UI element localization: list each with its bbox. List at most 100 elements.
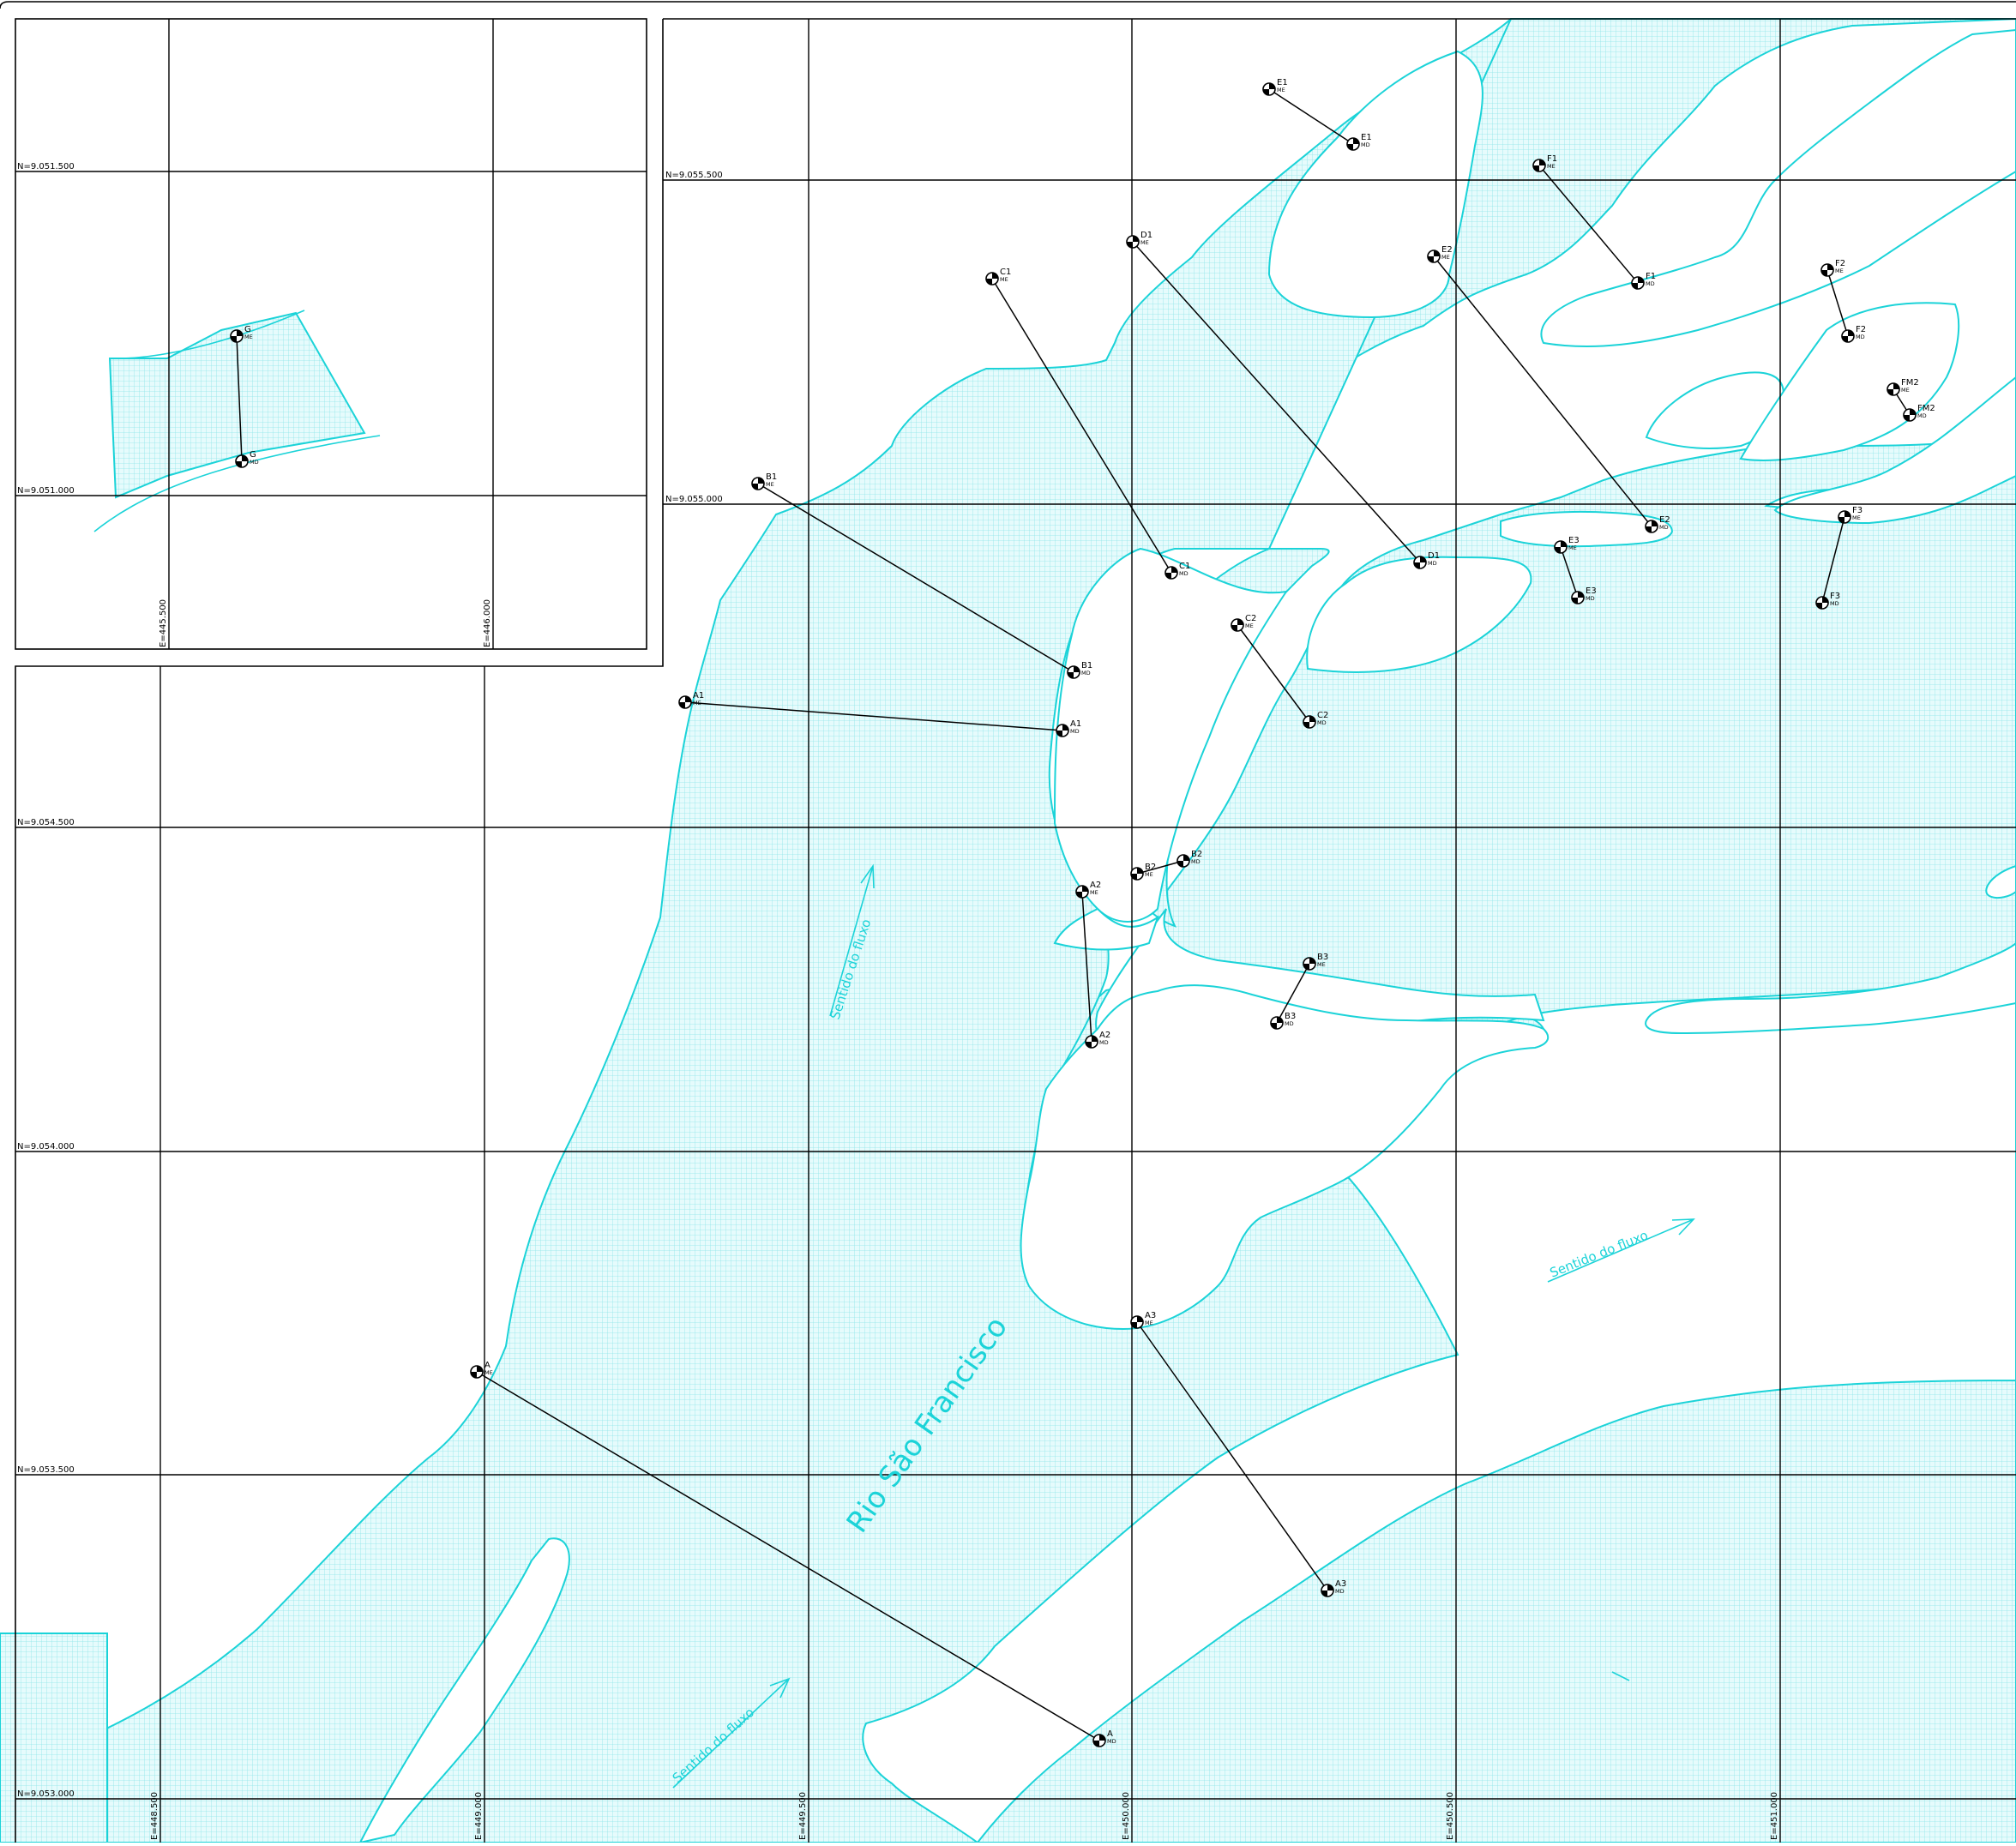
- marker-label: B2: [1191, 850, 1202, 859]
- marker-label: F3: [1852, 506, 1863, 515]
- benchmark-quadrant: [1062, 725, 1068, 731]
- section-line-c1: [991, 278, 1172, 574]
- benchmark-quadrant: [1844, 511, 1851, 517]
- marker-label: B1: [766, 472, 777, 482]
- benchmark-quadrant: [1821, 270, 1827, 276]
- section-line-b2: [1136, 860, 1184, 875]
- benchmark-quadrant: [1887, 389, 1893, 395]
- marker-side: MD: [1646, 280, 1655, 287]
- marker-side: ME: [1140, 239, 1149, 246]
- benchmark-quadrant: [1539, 159, 1545, 165]
- island-1: [1267, 50, 1483, 319]
- benchmark-quadrant: [1056, 731, 1062, 737]
- island-13: [1985, 864, 2016, 899]
- marker-side: ME: [1090, 889, 1098, 896]
- section-line-a2: [1081, 891, 1092, 1043]
- marker-label: G: [244, 325, 251, 334]
- marker-side: MD: [1335, 1588, 1345, 1595]
- island-12: [1645, 941, 2016, 1035]
- inset-northing-label: N=9.051.500: [17, 162, 75, 171]
- marker-label: F1: [1646, 272, 1656, 281]
- marker-side: ME: [1852, 514, 1861, 521]
- benchmark-quadrant: [1137, 868, 1143, 874]
- benchmark-quadrant: [1068, 672, 1074, 678]
- inset-frame: [15, 18, 647, 650]
- benchmark-quadrant: [1428, 256, 1434, 262]
- marker-label: C2: [1245, 614, 1256, 623]
- benchmark-quadrant: [1904, 415, 1910, 421]
- benchmark-quadrant: [1638, 277, 1644, 283]
- benchmark-quadrant: [992, 273, 998, 279]
- marker-label: E3: [1568, 536, 1580, 545]
- benchmark-quadrant: [1237, 619, 1243, 625]
- island-14: [358, 1537, 570, 1844]
- benchmark-quadrant: [1271, 1023, 1277, 1029]
- benchmark-quadrant: [1263, 89, 1269, 95]
- marker-label: A1: [1070, 719, 1081, 729]
- marker-side: ME: [1568, 544, 1577, 551]
- marker-side: ME: [693, 700, 701, 707]
- marker-label: E1: [1277, 78, 1288, 87]
- marker-label: G: [250, 450, 256, 460]
- benchmark-quadrant: [758, 478, 764, 484]
- easting-label: E=448.500: [150, 1792, 159, 1840]
- benchmark-quadrant: [1434, 250, 1440, 256]
- marker-side: MD: [1317, 719, 1327, 726]
- marker-label: E2: [1441, 245, 1453, 255]
- section-line-e2: [1433, 256, 1652, 527]
- inset-bank-left: [109, 310, 305, 359]
- benchmark-quadrant: [1347, 144, 1353, 150]
- section-line-a1: [684, 701, 1063, 731]
- northing-label: N=9.054.000: [17, 1142, 75, 1151]
- island-4: [1739, 302, 1960, 461]
- marker-side: MD: [1081, 670, 1091, 676]
- benchmark-quadrant: [1893, 383, 1899, 389]
- benchmark-quadrant: [231, 336, 237, 342]
- flow-arrow: [1547, 1218, 1694, 1283]
- benchmark-quadrant: [1303, 964, 1309, 970]
- island-2: [1540, 28, 2016, 348]
- marker-side: MD: [1285, 1020, 1294, 1027]
- benchmark-quadrant: [1572, 598, 1578, 604]
- benchmark-quadrant: [1555, 547, 1561, 553]
- sheet-border: [0, 1, 2016, 9]
- benchmark-quadrant: [477, 1366, 483, 1372]
- marker-side: MD: [1070, 728, 1080, 735]
- flow-label: Sentido do fluxo: [1548, 1227, 1651, 1280]
- benchmark-quadrant: [1561, 541, 1567, 547]
- benchmark-quadrant: [1127, 242, 1133, 248]
- marker-label: FM2: [1901, 378, 1919, 388]
- benchmark-quadrant: [679, 702, 685, 708]
- inset-section-line: [236, 335, 243, 462]
- inset-bank-right: [93, 435, 381, 532]
- easting-label: E=450.000: [1122, 1792, 1131, 1840]
- benchmark-quadrant: [237, 330, 243, 336]
- benchmark-quadrant: [1183, 855, 1189, 861]
- marker-side: MD: [1107, 1738, 1116, 1745]
- marker-label: A3: [1335, 1579, 1346, 1589]
- main-frame-side: [15, 19, 664, 1843]
- marker-side: MD: [1099, 1039, 1109, 1046]
- benchmark-quadrant: [1327, 1584, 1333, 1590]
- river-left-body: [16, 18, 1512, 1843]
- bank-outlines: [0, 1633, 1630, 1843]
- marker-side: MD: [1191, 858, 1201, 865]
- survey-marker: GMD: [235, 450, 259, 468]
- benchmark-quadrant: [1578, 592, 1584, 598]
- marker-side: MD: [1179, 570, 1189, 577]
